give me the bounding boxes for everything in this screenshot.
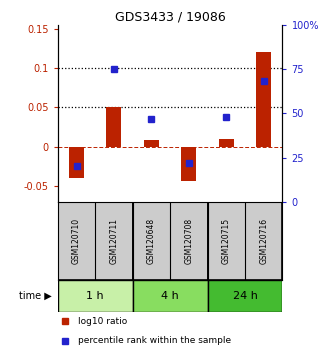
Text: GSM120716: GSM120716 <box>259 218 268 264</box>
Bar <box>133 202 208 280</box>
Text: GSM120708: GSM120708 <box>184 218 193 264</box>
Bar <box>133 280 208 312</box>
Bar <box>144 141 159 147</box>
Bar <box>208 280 282 312</box>
Bar <box>107 107 121 147</box>
Text: GSM120711: GSM120711 <box>109 218 118 264</box>
Text: 1 h: 1 h <box>86 291 104 301</box>
Text: log10 ratio: log10 ratio <box>78 317 127 326</box>
Bar <box>256 52 271 147</box>
Text: GSM120648: GSM120648 <box>147 218 156 264</box>
Bar <box>219 139 234 147</box>
Text: 4 h: 4 h <box>161 291 179 301</box>
Text: 24 h: 24 h <box>233 291 257 301</box>
Title: GDS3433 / 19086: GDS3433 / 19086 <box>115 11 226 24</box>
Bar <box>58 280 133 312</box>
Bar <box>208 202 282 280</box>
Text: GSM120710: GSM120710 <box>72 218 81 264</box>
Bar <box>58 202 133 280</box>
Bar <box>181 147 196 181</box>
Text: time ▶: time ▶ <box>19 291 51 301</box>
Text: GSM120715: GSM120715 <box>222 218 231 264</box>
Text: percentile rank within the sample: percentile rank within the sample <box>78 336 231 345</box>
Bar <box>69 147 84 178</box>
